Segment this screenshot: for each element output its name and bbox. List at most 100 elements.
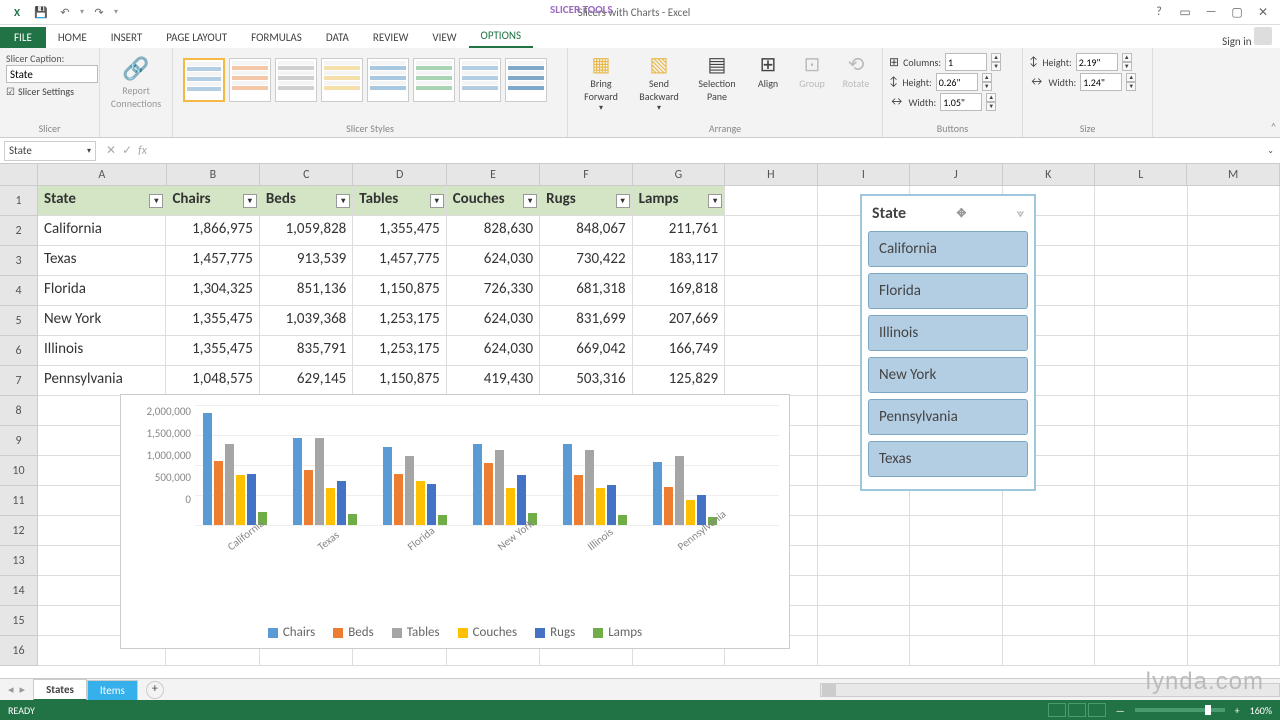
ribbon-options-button[interactable]: ▭: [1176, 3, 1194, 21]
data-cell[interactable]: 166,749: [633, 336, 725, 366]
filter-button[interactable]: ▾: [336, 194, 350, 208]
col-header[interactable]: A: [38, 164, 167, 186]
data-cell[interactable]: New York: [38, 306, 166, 336]
header-cell[interactable]: Lamps▾: [633, 186, 725, 216]
data-cell[interactable]: 1,355,475: [353, 216, 446, 246]
data-cell[interactable]: [1188, 276, 1280, 306]
slicer-settings-button[interactable]: ☑Slicer Settings: [6, 85, 93, 98]
sign-in-link[interactable]: Sign in: [1222, 35, 1251, 48]
slicer-item[interactable]: Illinois: [868, 315, 1028, 351]
col-header[interactable]: E: [447, 164, 540, 186]
col-header[interactable]: C: [260, 164, 353, 186]
data-cell[interactable]: 1,059,828: [260, 216, 353, 246]
btn-height-input[interactable]: [936, 73, 978, 91]
header-cell[interactable]: State▾: [38, 186, 166, 216]
data-cell[interactable]: [1003, 606, 1095, 636]
tab-nav-prev[interactable]: ◂: [8, 683, 14, 696]
data-cell[interactable]: [1188, 426, 1280, 456]
data-cell[interactable]: [818, 636, 910, 666]
data-cell[interactable]: [1095, 456, 1187, 486]
slicer-item[interactable]: Pennsylvania: [868, 399, 1028, 435]
data-cell[interactable]: 503,316: [540, 366, 632, 396]
collapse-ribbon-button[interactable]: ^: [1271, 120, 1276, 133]
slicer-item[interactable]: Texas: [868, 441, 1028, 477]
filter-button[interactable]: ▾: [149, 194, 163, 208]
data-cell[interactable]: [1095, 426, 1187, 456]
data-cell[interactable]: 1,048,575: [166, 366, 259, 396]
header-cell[interactable]: Couches▾: [447, 186, 540, 216]
btn-width-input[interactable]: [940, 93, 982, 111]
data-cell[interactable]: 835,791: [260, 336, 353, 366]
data-cell[interactable]: Illinois: [38, 336, 166, 366]
data-cell[interactable]: 831,699: [540, 306, 632, 336]
style-thumb-3[interactable]: [321, 58, 363, 102]
help-button[interactable]: ?: [1150, 3, 1168, 21]
data-cell[interactable]: 624,030: [447, 306, 540, 336]
col-header[interactable]: I: [818, 164, 910, 186]
data-cell[interactable]: [1095, 606, 1187, 636]
data-cell[interactable]: [725, 366, 817, 396]
data-cell[interactable]: [1095, 336, 1187, 366]
zoom-out-button[interactable]: —: [1116, 704, 1125, 717]
row-header[interactable]: 2: [0, 216, 38, 246]
col-header[interactable]: K: [1003, 164, 1095, 186]
data-cell[interactable]: [1188, 516, 1280, 546]
filter-button[interactable]: ▾: [616, 194, 630, 208]
data-cell[interactable]: 1,039,368: [260, 306, 353, 336]
tab-insert[interactable]: INSERT: [99, 27, 155, 48]
row-header[interactable]: 12: [0, 516, 38, 546]
data-cell[interactable]: [818, 546, 910, 576]
row-header[interactable]: 8: [0, 396, 38, 426]
data-cell[interactable]: 419,430: [447, 366, 540, 396]
row-header[interactable]: 14: [0, 576, 38, 606]
move-icon[interactable]: ✥: [956, 206, 966, 221]
data-cell[interactable]: 624,030: [447, 336, 540, 366]
view-break-button[interactable]: [1088, 703, 1106, 717]
data-cell[interactable]: [1095, 546, 1187, 576]
sheet-tab-items[interactable]: Items: [87, 680, 138, 700]
worksheet[interactable]: ABCDEFGHIJKLM 12345678910111213141516 St…: [0, 164, 1280, 674]
data-cell[interactable]: 624,030: [447, 246, 540, 276]
slicer-object[interactable]: State✥⟇ CaliforniaFloridaIllinoisNew Yor…: [860, 194, 1036, 491]
name-box[interactable]: State▾: [4, 141, 96, 161]
data-cell[interactable]: Florida: [38, 276, 166, 306]
col-header[interactable]: H: [725, 164, 817, 186]
formula-input[interactable]: [153, 141, 1261, 161]
col-header[interactable]: D: [353, 164, 446, 186]
data-cell[interactable]: [725, 216, 817, 246]
data-cell[interactable]: [1188, 396, 1280, 426]
row-header[interactable]: 1: [0, 186, 38, 216]
bring-forward-button[interactable]: ▦Bring Forward▾: [574, 52, 628, 113]
tab-home[interactable]: HOME: [46, 27, 99, 48]
tab-formulas[interactable]: FORMULAS: [239, 27, 314, 48]
data-cell[interactable]: [910, 546, 1002, 576]
col-header[interactable]: F: [540, 164, 632, 186]
style-thumb-2[interactable]: [275, 58, 317, 102]
data-cell[interactable]: [1003, 636, 1095, 666]
data-cell[interactable]: [818, 606, 910, 636]
data-cell[interactable]: 211,761: [633, 216, 725, 246]
data-cell[interactable]: [1095, 366, 1187, 396]
data-cell[interactable]: [1188, 546, 1280, 576]
data-cell[interactable]: [910, 516, 1002, 546]
style-thumb-7[interactable]: [505, 58, 547, 102]
sheet-tab-states[interactable]: States: [33, 679, 87, 701]
data-cell[interactable]: [1095, 576, 1187, 606]
data-cell[interactable]: 1,253,175: [353, 306, 446, 336]
data-cell[interactable]: 169,818: [633, 276, 725, 306]
row-header[interactable]: 15: [0, 606, 38, 636]
align-button[interactable]: ⊞Align: [748, 52, 788, 90]
row-header[interactable]: 3: [0, 246, 38, 276]
row-header[interactable]: 10: [0, 456, 38, 486]
data-cell[interactable]: [1095, 516, 1187, 546]
size-height-input[interactable]: [1076, 53, 1118, 71]
data-cell[interactable]: [1095, 636, 1187, 666]
style-thumb-0[interactable]: [183, 58, 225, 102]
data-cell[interactable]: 125,829: [633, 366, 725, 396]
tab-page-layout[interactable]: PAGE LAYOUT: [154, 27, 239, 48]
data-cell[interactable]: [1188, 216, 1280, 246]
row-header[interactable]: 9: [0, 426, 38, 456]
header-cell[interactable]: [1188, 186, 1280, 216]
data-cell[interactable]: 1,355,475: [166, 336, 259, 366]
fx-button[interactable]: fx: [138, 144, 147, 158]
